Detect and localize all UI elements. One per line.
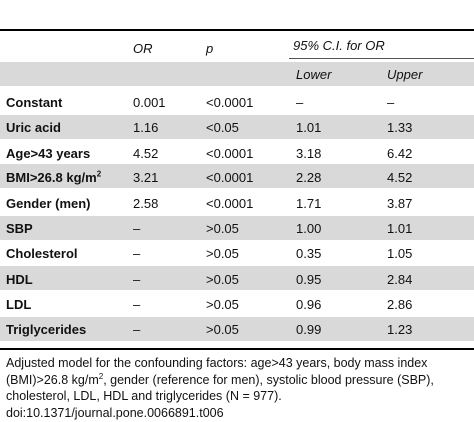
footnote-line-2-b: , gender (reference for men), systolic b…: [103, 372, 434, 387]
cell-or: –: [133, 221, 141, 236]
cell-upper: 1.05: [387, 246, 413, 261]
cell-upper: 1.33: [387, 120, 413, 135]
footnote-line-3: cholesterol, LDL, HDL and triglycerides …: [6, 389, 282, 403]
cell-p: >0.05: [206, 297, 239, 312]
row-band-sbp: [0, 216, 474, 240]
cell-or: –: [133, 246, 141, 261]
row-band-uric-acid: [0, 115, 474, 139]
column-header-p: p: [206, 41, 214, 56]
row-label-cholesterol: Cholesterol: [6, 246, 78, 261]
row-label-bmi-text: BMI>26.8 kg/m: [6, 170, 97, 185]
cell-lower: 0.96: [296, 297, 322, 312]
cell-lower: 0.99: [296, 322, 322, 337]
cell-p: >0.05: [206, 246, 239, 261]
row-band-hdl: [0, 266, 474, 290]
cell-p: <0.05: [206, 120, 239, 135]
cell-upper: –: [387, 95, 395, 110]
footnote-line-2-a: (BMI)>26.8 kg/m: [6, 372, 99, 387]
cell-lower: 1.00: [296, 221, 322, 236]
cell-or: –: [133, 297, 141, 312]
cell-or: 0.001: [133, 95, 166, 110]
cell-or: –: [133, 272, 141, 287]
footnote-line-1: Adjusted model for the confounding facto…: [6, 356, 428, 370]
column-header-or: OR: [133, 41, 153, 56]
cell-or: 3.21: [133, 170, 159, 185]
cell-or: –: [133, 322, 141, 337]
cell-or: 4.52: [133, 146, 159, 161]
row-label-sbp: SBP: [6, 221, 33, 236]
cell-or: 1.16: [133, 120, 159, 135]
table-footnote: Adjusted model for the confounding facto…: [6, 355, 468, 421]
cell-lower: 1.71: [296, 196, 322, 211]
table-top-rule: [0, 29, 474, 31]
row-label-constant: Constant: [6, 95, 63, 110]
row-label-triglycerides: Triglycerides: [6, 322, 87, 337]
cell-or: 2.58: [133, 196, 159, 211]
column-header-lower: Lower: [296, 67, 332, 82]
cell-upper: 1.23: [387, 322, 413, 337]
cell-p: <0.0001: [206, 146, 254, 161]
table-bottom-rule: [0, 348, 474, 350]
row-label-uric-acid: Uric acid: [6, 120, 61, 135]
footnote-line-2: (BMI)>26.8 kg/m2, gender (reference for …: [6, 372, 468, 389]
cell-p: <0.0001: [206, 95, 254, 110]
cell-upper: 3.87: [387, 196, 413, 211]
cell-lower: 0.35: [296, 246, 322, 261]
row-label-bmi-superscript: 2: [96, 169, 102, 179]
row-band-bmi: [0, 164, 474, 188]
row-label-gender: Gender (men): [6, 196, 91, 211]
row-label-ldl: LDL: [6, 297, 32, 312]
cell-upper: 4.52: [387, 170, 413, 185]
column-header-ci: 95% C.I. for OR: [293, 38, 385, 53]
cell-p: >0.05: [206, 221, 239, 236]
cell-p: >0.05: [206, 322, 239, 337]
cell-lower: 1.01: [296, 120, 322, 135]
cell-upper: 2.86: [387, 297, 413, 312]
header-band: [0, 62, 474, 86]
row-band-triglycerides: [0, 317, 474, 341]
cell-upper: 2.84: [387, 272, 413, 287]
cell-p: >0.05: [206, 272, 239, 287]
cell-upper: 1.01: [387, 221, 413, 236]
cell-lower: 0.95: [296, 272, 322, 287]
cell-upper: 6.42: [387, 146, 413, 161]
footnote-superscript: 2: [98, 371, 104, 381]
cell-lower: –: [296, 95, 304, 110]
cell-p: <0.0001: [206, 196, 254, 211]
row-label-bmi: BMI>26.8 kg/m2: [6, 170, 101, 186]
cell-lower: 3.18: [296, 146, 322, 161]
ci-header-underline: [289, 58, 474, 59]
row-label-hdl: HDL: [6, 272, 33, 287]
row-label-age: Age>43 years: [6, 146, 91, 161]
cell-lower: 2.28: [296, 170, 322, 185]
doi-text[interactable]: doi:10.1371/journal.pone.0066891.t006: [6, 405, 224, 420]
cell-p: <0.0001: [206, 170, 254, 185]
column-header-upper: Upper: [387, 67, 423, 82]
